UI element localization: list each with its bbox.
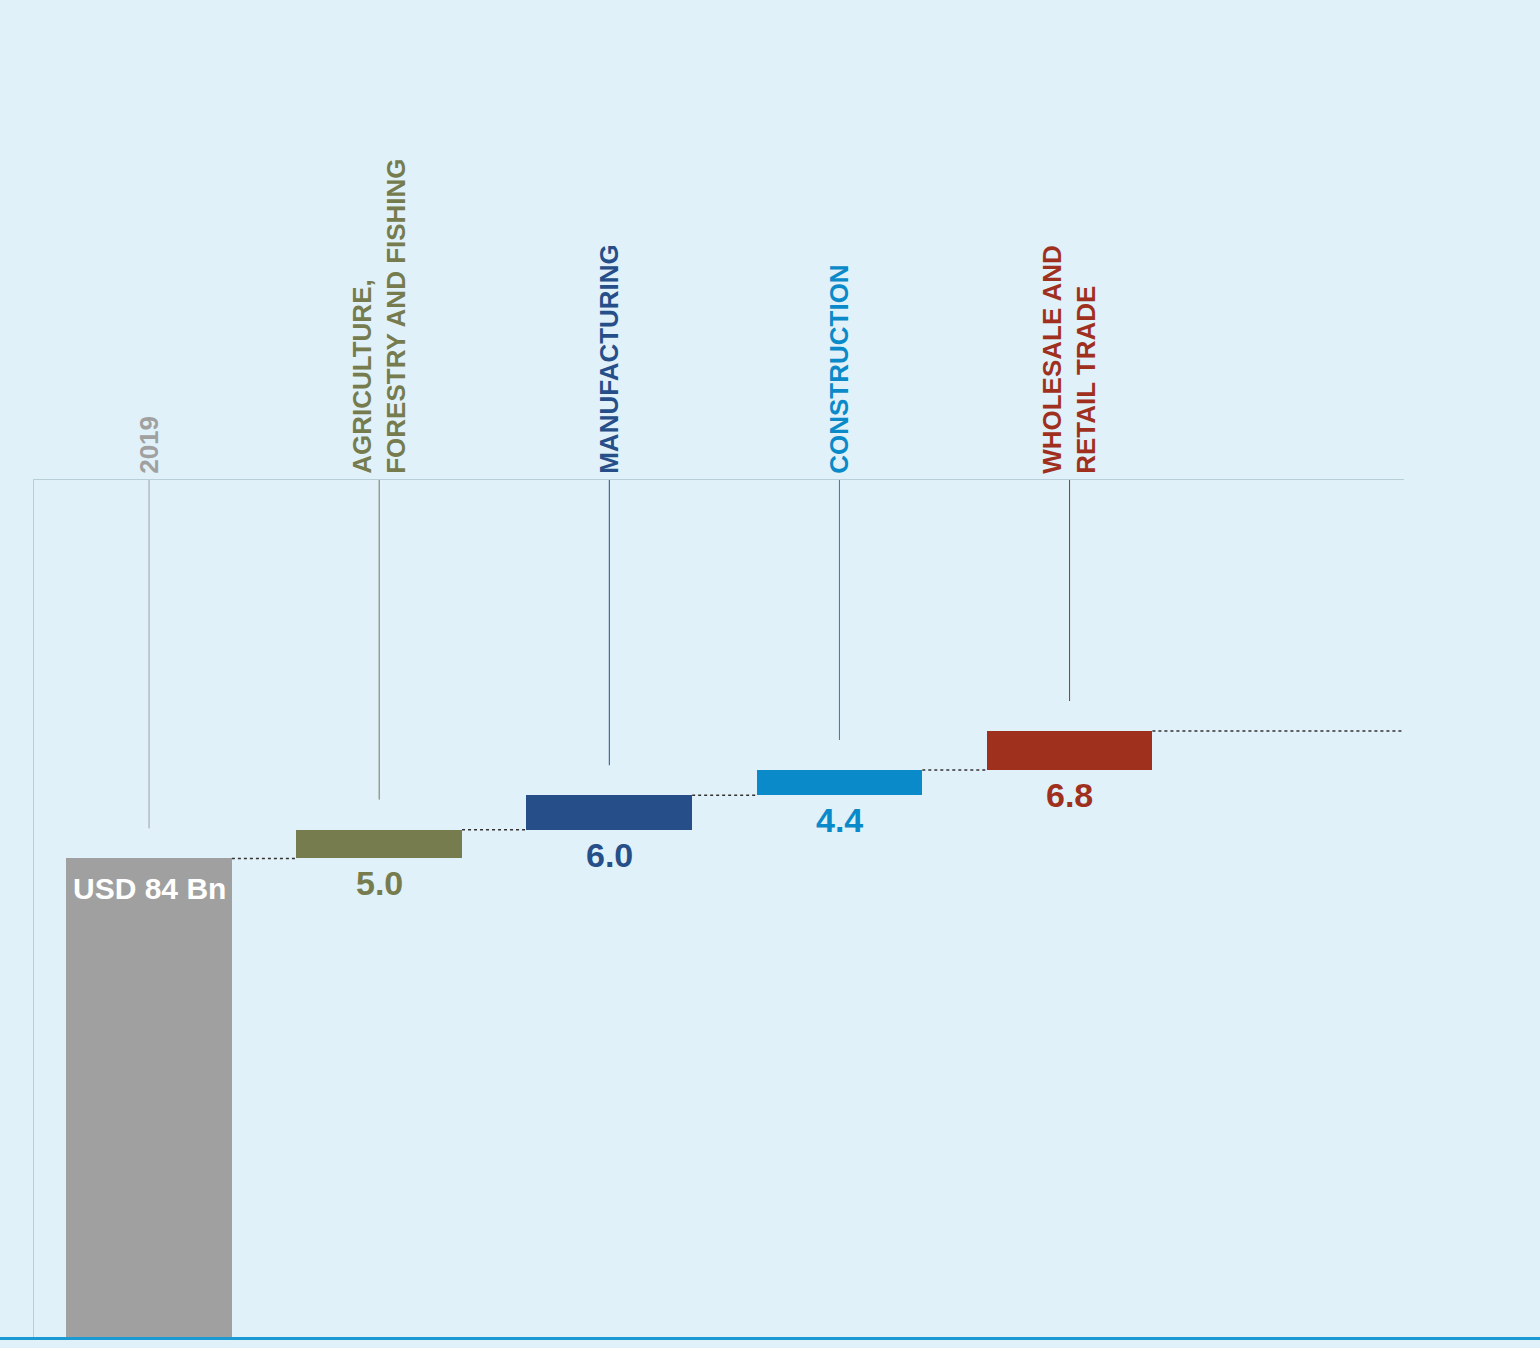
svg-text:MANUFACTURING: MANUFACTURING: [594, 244, 624, 474]
svg-text:5.0: 5.0: [356, 864, 403, 902]
svg-text:AGRICULTURE,FORESTRY AND FISHI: AGRICULTURE,FORESTRY AND FISHING: [347, 158, 411, 473]
svg-text:6.8: 6.8: [1046, 776, 1093, 814]
svg-text:USD 84 Bn: USD 84 Bn: [73, 872, 226, 905]
svg-text:CONSTRUCTION: CONSTRUCTION: [824, 264, 854, 473]
svg-text:2019: 2019: [134, 416, 164, 474]
svg-text:6.0: 6.0: [586, 836, 633, 874]
svg-text:4.4: 4.4: [816, 801, 863, 839]
svg-text:WHOLESALE ANDRETAIL TRADE: WHOLESALE ANDRETAIL TRADE: [1037, 245, 1101, 474]
